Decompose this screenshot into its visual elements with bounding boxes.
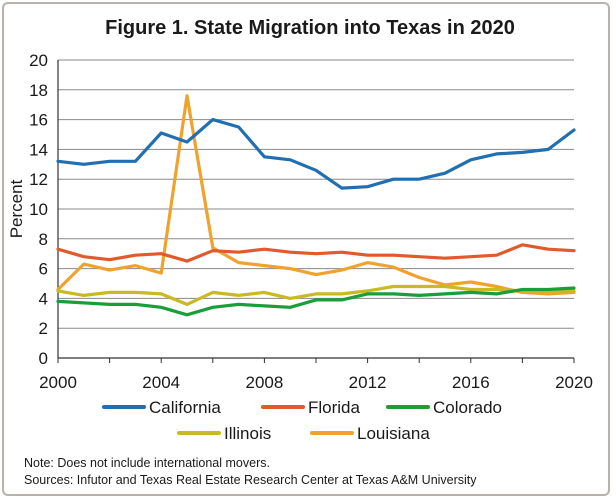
legend: California Florida Colorado Illinois Louisia… <box>102 398 502 443</box>
y-tick-label: 20 <box>29 51 48 70</box>
legend-label-illinois: Illinois <box>224 424 271 443</box>
series-line-colorado <box>56 286 576 317</box>
legend-label-florida: Florida <box>308 398 361 417</box>
y-tick-label: 8 <box>39 230 48 249</box>
x-tick-labels: 2000 2004 2008 2012 2016 2020 <box>39 373 593 392</box>
y-tick-label: 2 <box>39 319 48 338</box>
series-lines <box>56 94 576 317</box>
legend-label-california: California <box>149 398 221 417</box>
y-tick-label: 6 <box>39 260 48 279</box>
series-line-illinois <box>56 284 576 306</box>
chart-title: Figure 1. State Migration into Texas in … <box>105 17 515 39</box>
sources-text: Sources: Infutor and Texas Real Estate R… <box>24 473 477 487</box>
y-tick-label: 4 <box>39 289 48 308</box>
y-axis-label: Percent <box>7 179 26 238</box>
y-tick-labels: 0 2 4 6 8 10 12 14 16 18 20 <box>29 51 48 368</box>
x-tick-label: 2020 <box>555 373 593 392</box>
series-line-louisiana <box>56 94 576 296</box>
x-tick-label: 2008 <box>245 373 283 392</box>
y-tick-label: 12 <box>29 170 48 189</box>
x-tick-label: 2016 <box>452 373 490 392</box>
y-tick-label: 10 <box>29 200 48 219</box>
legend-label-colorado: Colorado <box>433 398 502 417</box>
y-tick-label: 18 <box>29 81 48 100</box>
axes <box>57 60 575 363</box>
y-tick-label: 0 <box>39 349 48 368</box>
legend-label-louisiana: Louisiana <box>357 424 430 443</box>
gridlines <box>58 59 574 359</box>
y-tick-label: 16 <box>29 111 48 130</box>
x-tick-label: 2012 <box>349 373 387 392</box>
series-line-california <box>56 117 576 190</box>
y-tick-label: 14 <box>29 140 48 159</box>
x-tick-label: 2004 <box>142 373 180 392</box>
series-line-florida <box>56 243 576 263</box>
x-tick-label: 2000 <box>39 373 77 392</box>
note-text: Note: Does not include international mov… <box>24 456 270 470</box>
